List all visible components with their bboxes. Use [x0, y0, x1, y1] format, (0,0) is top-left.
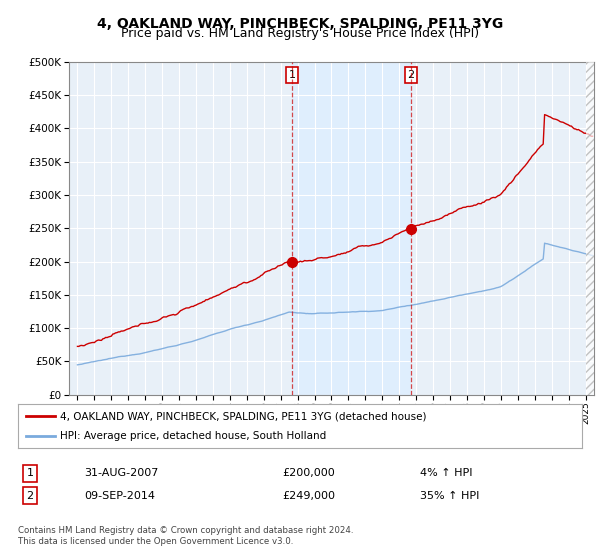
Polygon shape [586, 62, 594, 395]
Text: Price paid vs. HM Land Registry's House Price Index (HPI): Price paid vs. HM Land Registry's House … [121, 27, 479, 40]
Text: 35% ↑ HPI: 35% ↑ HPI [420, 491, 479, 501]
Text: Contains HM Land Registry data © Crown copyright and database right 2024.
This d: Contains HM Land Registry data © Crown c… [18, 526, 353, 546]
Text: 09-SEP-2014: 09-SEP-2014 [84, 491, 155, 501]
Text: £249,000: £249,000 [282, 491, 335, 501]
Text: 2: 2 [407, 70, 415, 80]
Text: HPI: Average price, detached house, South Holland: HPI: Average price, detached house, Sout… [60, 431, 326, 441]
Text: 2: 2 [26, 491, 34, 501]
Bar [292, 62, 411, 395]
Text: 1: 1 [26, 468, 34, 478]
Text: 31-AUG-2007: 31-AUG-2007 [84, 468, 158, 478]
Text: 4% ↑ HPI: 4% ↑ HPI [420, 468, 473, 478]
Text: 1: 1 [289, 70, 295, 80]
Text: 4, OAKLAND WAY, PINCHBECK, SPALDING, PE11 3YG: 4, OAKLAND WAY, PINCHBECK, SPALDING, PE1… [97, 17, 503, 31]
Text: £200,000: £200,000 [282, 468, 335, 478]
Text: 4, OAKLAND WAY, PINCHBECK, SPALDING, PE11 3YG (detached house): 4, OAKLAND WAY, PINCHBECK, SPALDING, PE1… [60, 411, 427, 421]
